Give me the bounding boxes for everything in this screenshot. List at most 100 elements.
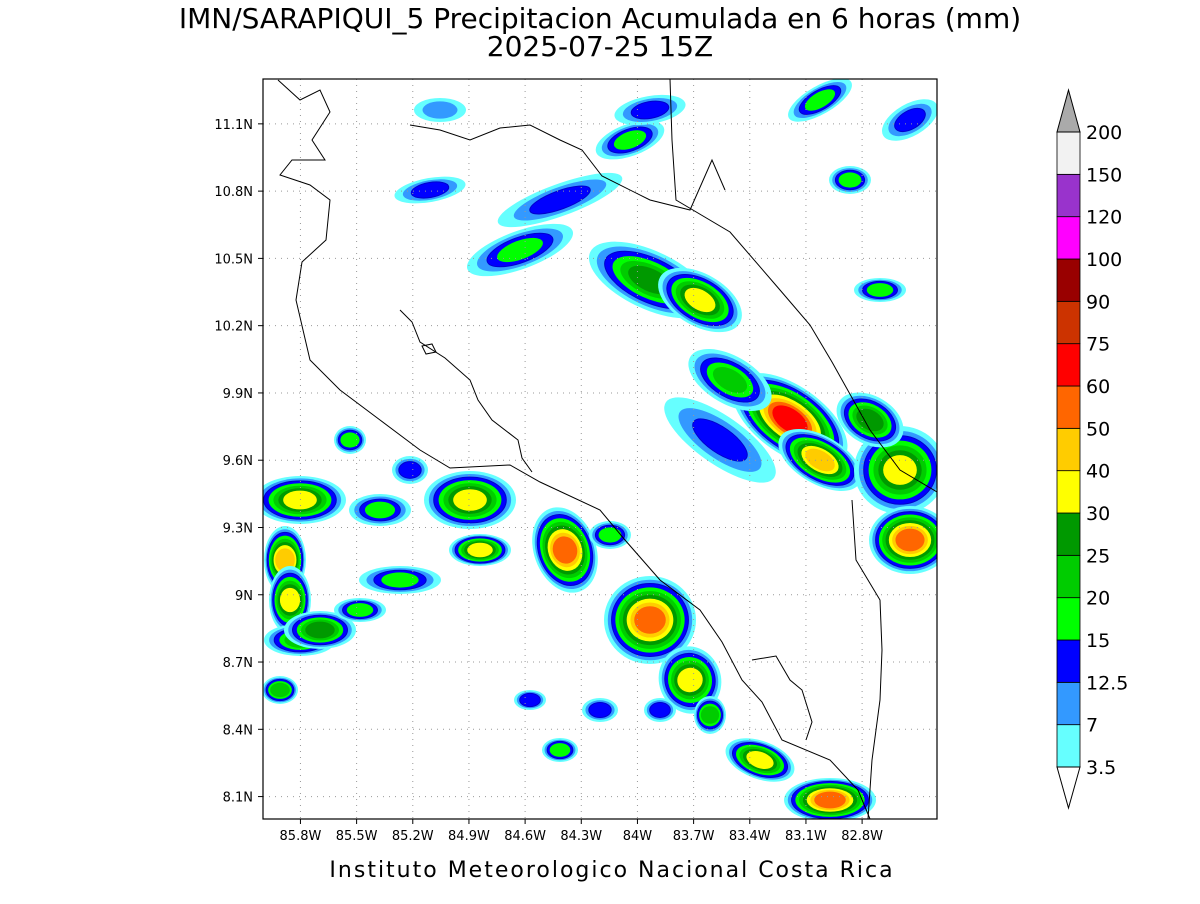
colorbar-band bbox=[1056, 258, 1081, 302]
map-title: IMN/SARAPIQUI_5 Precipitacion Acumulada … bbox=[179, 2, 1021, 35]
colorbar-label: 20 bbox=[1086, 588, 1110, 610]
colorbar-label: 30 bbox=[1086, 503, 1110, 525]
x-tick-label: 83.7W bbox=[673, 829, 715, 844]
y-tick-label: 9.9N bbox=[223, 387, 253, 402]
caribbean-coast bbox=[669, 79, 937, 493]
y-tick-label: 9.6N bbox=[223, 454, 253, 469]
colorbar-label: 15 bbox=[1086, 630, 1110, 652]
colorbar-under bbox=[1056, 766, 1081, 810]
rain-cell bbox=[613, 130, 647, 150]
grid bbox=[258, 79, 937, 824]
colorbar-band bbox=[1056, 470, 1081, 514]
colorbar-label: 50 bbox=[1086, 418, 1110, 440]
rain-cell bbox=[677, 667, 703, 693]
rain-cell bbox=[519, 692, 541, 708]
colorbar-band bbox=[1056, 597, 1081, 641]
rain-cell bbox=[346, 603, 374, 617]
x-tick-label: 84.6W bbox=[504, 829, 546, 844]
colorbar-label: 150 bbox=[1086, 164, 1122, 186]
rain-cell bbox=[894, 107, 926, 133]
rain-cell bbox=[746, 751, 774, 769]
colorbar-label: 12.5 bbox=[1086, 672, 1128, 694]
colorbar-band bbox=[1056, 427, 1081, 472]
y-tick-label: 10.5N bbox=[214, 252, 253, 267]
y-tick-label: 10.8N bbox=[214, 185, 253, 200]
x-tick-label: 85.2W bbox=[392, 829, 434, 844]
rain-cell bbox=[398, 461, 422, 479]
footer: Instituto Meteorologico Nacional Costa R… bbox=[329, 858, 894, 883]
rain-cell bbox=[684, 287, 716, 313]
rain-cell bbox=[866, 283, 894, 297]
rain-cell bbox=[410, 181, 450, 199]
osa-peninsula bbox=[751, 655, 813, 741]
rain-cell bbox=[453, 489, 487, 511]
rain-cell bbox=[305, 621, 335, 639]
rain-cell bbox=[838, 172, 862, 188]
rain-cell bbox=[630, 100, 670, 120]
rain-cell bbox=[804, 89, 836, 111]
colorbar-over bbox=[1056, 88, 1081, 133]
nicoya-gulf bbox=[399, 309, 533, 473]
rain-cell bbox=[649, 702, 671, 718]
colorbar: 3.5 7 12.5 15 20 25 30 40 50 60 75 90 100 120 150 200 bbox=[1056, 88, 1128, 810]
colorbar-label: 90 bbox=[1086, 291, 1110, 313]
x-tick-label: 84W bbox=[623, 829, 653, 844]
colorbar-band bbox=[1056, 639, 1081, 683]
x-tick-label: 85.8W bbox=[280, 829, 322, 844]
rain-cell bbox=[598, 527, 622, 543]
colorbar-band bbox=[1056, 343, 1081, 387]
colorbar-label: 120 bbox=[1086, 207, 1122, 229]
colorbar-band bbox=[1056, 512, 1081, 556]
colorbar-label: 3.5 bbox=[1086, 757, 1116, 779]
rain-cell bbox=[549, 743, 571, 757]
rain-cell bbox=[772, 405, 808, 435]
rain-cell bbox=[588, 702, 612, 718]
x-tick-label: 85.5W bbox=[336, 829, 378, 844]
coastlines bbox=[277, 79, 937, 819]
colorbar-band bbox=[1056, 173, 1081, 218]
rain-cell bbox=[856, 408, 884, 432]
plot-frame bbox=[262, 78, 938, 820]
map-subtitle: 2025-07-25 15Z bbox=[487, 30, 713, 63]
x-tick-label: 84.3W bbox=[560, 829, 602, 844]
lake bbox=[421, 343, 437, 355]
pacific-coast bbox=[277, 79, 871, 819]
colorbar-label: 60 bbox=[1086, 376, 1110, 398]
colorbar-band bbox=[1056, 681, 1081, 726]
colorbar-band bbox=[1056, 300, 1081, 345]
rain-cell bbox=[712, 366, 748, 394]
colorbar-label: 40 bbox=[1086, 461, 1110, 483]
colorbar-label: 25 bbox=[1086, 545, 1110, 567]
rain-cell bbox=[340, 432, 360, 448]
precipitation-field bbox=[263, 79, 937, 819]
x-tick-label: 82.8W bbox=[841, 829, 883, 844]
colorbar-band bbox=[1056, 216, 1081, 260]
rain-cell bbox=[279, 587, 301, 613]
x-tick-label: 83.1W bbox=[785, 829, 827, 844]
rain-cell bbox=[634, 606, 666, 634]
y-tick-label: 11.1N bbox=[214, 118, 253, 133]
y-tick-label: 9.3N bbox=[223, 521, 253, 536]
colorbar-label: 100 bbox=[1086, 249, 1122, 271]
colorbar-band bbox=[1056, 554, 1081, 599]
colorbar-band bbox=[1056, 385, 1081, 429]
rain-cell bbox=[467, 542, 493, 558]
rain-cell bbox=[364, 501, 396, 519]
rain-cell bbox=[814, 791, 846, 809]
rain-cell bbox=[529, 185, 591, 215]
colorbar-label: 200 bbox=[1086, 122, 1122, 144]
x-tick-label: 83.4W bbox=[729, 829, 771, 844]
rain-cell bbox=[497, 237, 543, 263]
x-tick-label: 84.9W bbox=[448, 829, 490, 844]
rain-cell bbox=[381, 572, 419, 588]
rain-cell bbox=[805, 448, 835, 472]
y-tick-label: 8.7N bbox=[223, 656, 253, 671]
rain-cell bbox=[270, 682, 290, 698]
rain-cell bbox=[895, 528, 925, 552]
y-tick-label: 10.2N bbox=[214, 320, 253, 335]
colorbar-band bbox=[1056, 724, 1081, 768]
nicaragua-border bbox=[409, 124, 726, 211]
y-tick-label: 8.4N bbox=[223, 723, 253, 738]
rain-cell bbox=[275, 548, 295, 572]
